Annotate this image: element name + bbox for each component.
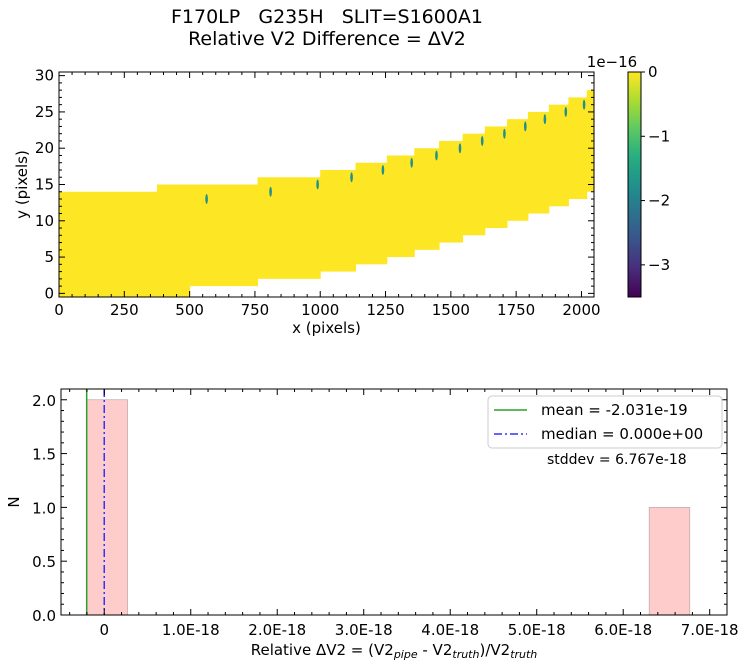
x-tick-label: 7.0E-18 bbox=[681, 621, 739, 639]
x-tick-label: 750 bbox=[241, 301, 270, 319]
x-axis-label-part: )/V2 bbox=[479, 641, 510, 659]
trace-segment bbox=[59, 191, 158, 297]
y-tick-label: 0 bbox=[44, 284, 54, 302]
nonzero-pixel bbox=[205, 194, 208, 205]
colorbar-tick-label: −2 bbox=[648, 192, 670, 210]
nonzero-pixel bbox=[435, 150, 438, 161]
legend: mean = -2.031e-19 median = 0.000e+00 bbox=[487, 395, 723, 449]
y-tick-label: 1.5 bbox=[32, 446, 56, 464]
nonzero-pixel bbox=[503, 128, 506, 139]
x-tick-label: 3.0E-18 bbox=[335, 621, 393, 639]
trace-segment bbox=[507, 119, 529, 221]
x-tick-label: 1.0E-18 bbox=[162, 621, 220, 639]
nonzero-pixel bbox=[269, 186, 272, 197]
figure-title-line1: F170LP G235H SLIT=S1600A1 bbox=[171, 6, 483, 28]
x-tick-label: 500 bbox=[175, 301, 204, 319]
trace-segment bbox=[320, 169, 356, 272]
trace-segment bbox=[484, 126, 508, 229]
x-tick-label: 0 bbox=[99, 621, 109, 639]
y-tick-label: 10 bbox=[35, 212, 54, 230]
y-tick-label: 15 bbox=[35, 176, 54, 194]
trace-segment bbox=[414, 148, 440, 250]
x-axis-label: Relative ΔV2 = (V2pipe - V2truth)/V2trut… bbox=[251, 641, 538, 661]
x-tick-label: 2000 bbox=[562, 301, 600, 319]
x-tick-label: 1250 bbox=[366, 301, 404, 319]
y-tick-label: 0.5 bbox=[32, 553, 56, 571]
trace-segment bbox=[548, 104, 569, 207]
y-tick-label: 2.0 bbox=[32, 392, 56, 410]
y-tick-label: 0.0 bbox=[32, 607, 56, 625]
trace-segment bbox=[527, 111, 550, 214]
nonzero-pixel bbox=[523, 121, 527, 132]
stddev-annotation: stddev = 6.767e-18 bbox=[547, 452, 687, 468]
colorbar-tick-label: 0 bbox=[648, 63, 658, 81]
x-tick-label: 1500 bbox=[432, 301, 470, 319]
histogram-bar bbox=[86, 399, 128, 616]
x-axis-label-subscript: pipe bbox=[393, 648, 418, 661]
colorbar-offset-label: 1e−16 bbox=[587, 53, 637, 71]
nonzero-pixel bbox=[316, 179, 319, 190]
x-tick-label: 0 bbox=[54, 301, 64, 319]
nonzero-pixel bbox=[480, 135, 484, 146]
y-axis-label: y (pixels) bbox=[13, 150, 31, 219]
legend-label-median: median = 0.000e+00 bbox=[541, 425, 703, 443]
x-axis-label-subscript: truth bbox=[452, 648, 479, 661]
y-tick-label: 1.0 bbox=[32, 499, 56, 517]
histogram-bar bbox=[648, 507, 691, 616]
y-tick-label: 30 bbox=[35, 67, 54, 85]
colorbar-tick-label: −1 bbox=[648, 127, 670, 145]
trace-segment bbox=[462, 133, 486, 236]
figure-title-line2: Relative V2 Difference = ΔV2 bbox=[188, 28, 466, 50]
trace-segment bbox=[568, 97, 588, 200]
trace-segment bbox=[156, 184, 191, 297]
heatmap-plot: 0 250 500 750 1000 1250 1500 1750 2000 0 5 10 15 20 25… bbox=[13, 67, 601, 337]
histogram-plot: 0 1.0E-18 2.0E-18 3.0E-18 4.0E-18 5.0E-18 6.0E… bbox=[5, 388, 739, 661]
nonzero-pixel bbox=[410, 157, 413, 168]
x-tick-label: 1750 bbox=[497, 301, 535, 319]
colorbar-gradient bbox=[627, 71, 642, 298]
trace-segment bbox=[257, 177, 321, 279]
trace-segment bbox=[439, 140, 464, 243]
x-axis-label-subscript: truth bbox=[510, 648, 537, 661]
x-tick-label: 4.0E-18 bbox=[421, 621, 479, 639]
colorbar: 0 −1 −2 −3 1e−16 bbox=[587, 53, 670, 298]
histogram-frame bbox=[60, 388, 728, 616]
trace-segment bbox=[355, 162, 388, 265]
nonzero-pixel bbox=[564, 106, 568, 117]
x-tick-label: 2.0E-18 bbox=[248, 621, 306, 639]
x-tick-label: 6.0E-18 bbox=[594, 621, 652, 639]
legend-label-mean: mean = -2.031e-19 bbox=[541, 401, 688, 419]
nonzero-pixel bbox=[381, 164, 385, 175]
x-axis-label-part: Relative ΔV2 = (V2 bbox=[251, 641, 394, 659]
trace-segment bbox=[586, 90, 595, 192]
colorbar-tick-label: −3 bbox=[648, 256, 670, 274]
nonzero-pixel bbox=[582, 99, 586, 110]
legend-box bbox=[487, 395, 723, 449]
nonzero-pixel bbox=[350, 172, 353, 183]
trace-segment bbox=[386, 155, 415, 258]
y-tick-label: 5 bbox=[44, 248, 54, 266]
y-axis-label: N bbox=[5, 496, 23, 507]
y-tick-label: 25 bbox=[35, 103, 54, 121]
x-tick-label: 5.0E-18 bbox=[508, 621, 566, 639]
x-tick-label: 1000 bbox=[301, 301, 339, 319]
y-tick-label: 20 bbox=[35, 139, 54, 157]
nonzero-pixel bbox=[543, 114, 547, 125]
nonzero-pixel bbox=[458, 143, 462, 154]
x-tick-label: 250 bbox=[110, 301, 139, 319]
trace-segment bbox=[189, 184, 259, 287]
x-axis-label: x (pixels) bbox=[292, 319, 361, 337]
x-axis-label-part: - V2 bbox=[418, 641, 453, 659]
